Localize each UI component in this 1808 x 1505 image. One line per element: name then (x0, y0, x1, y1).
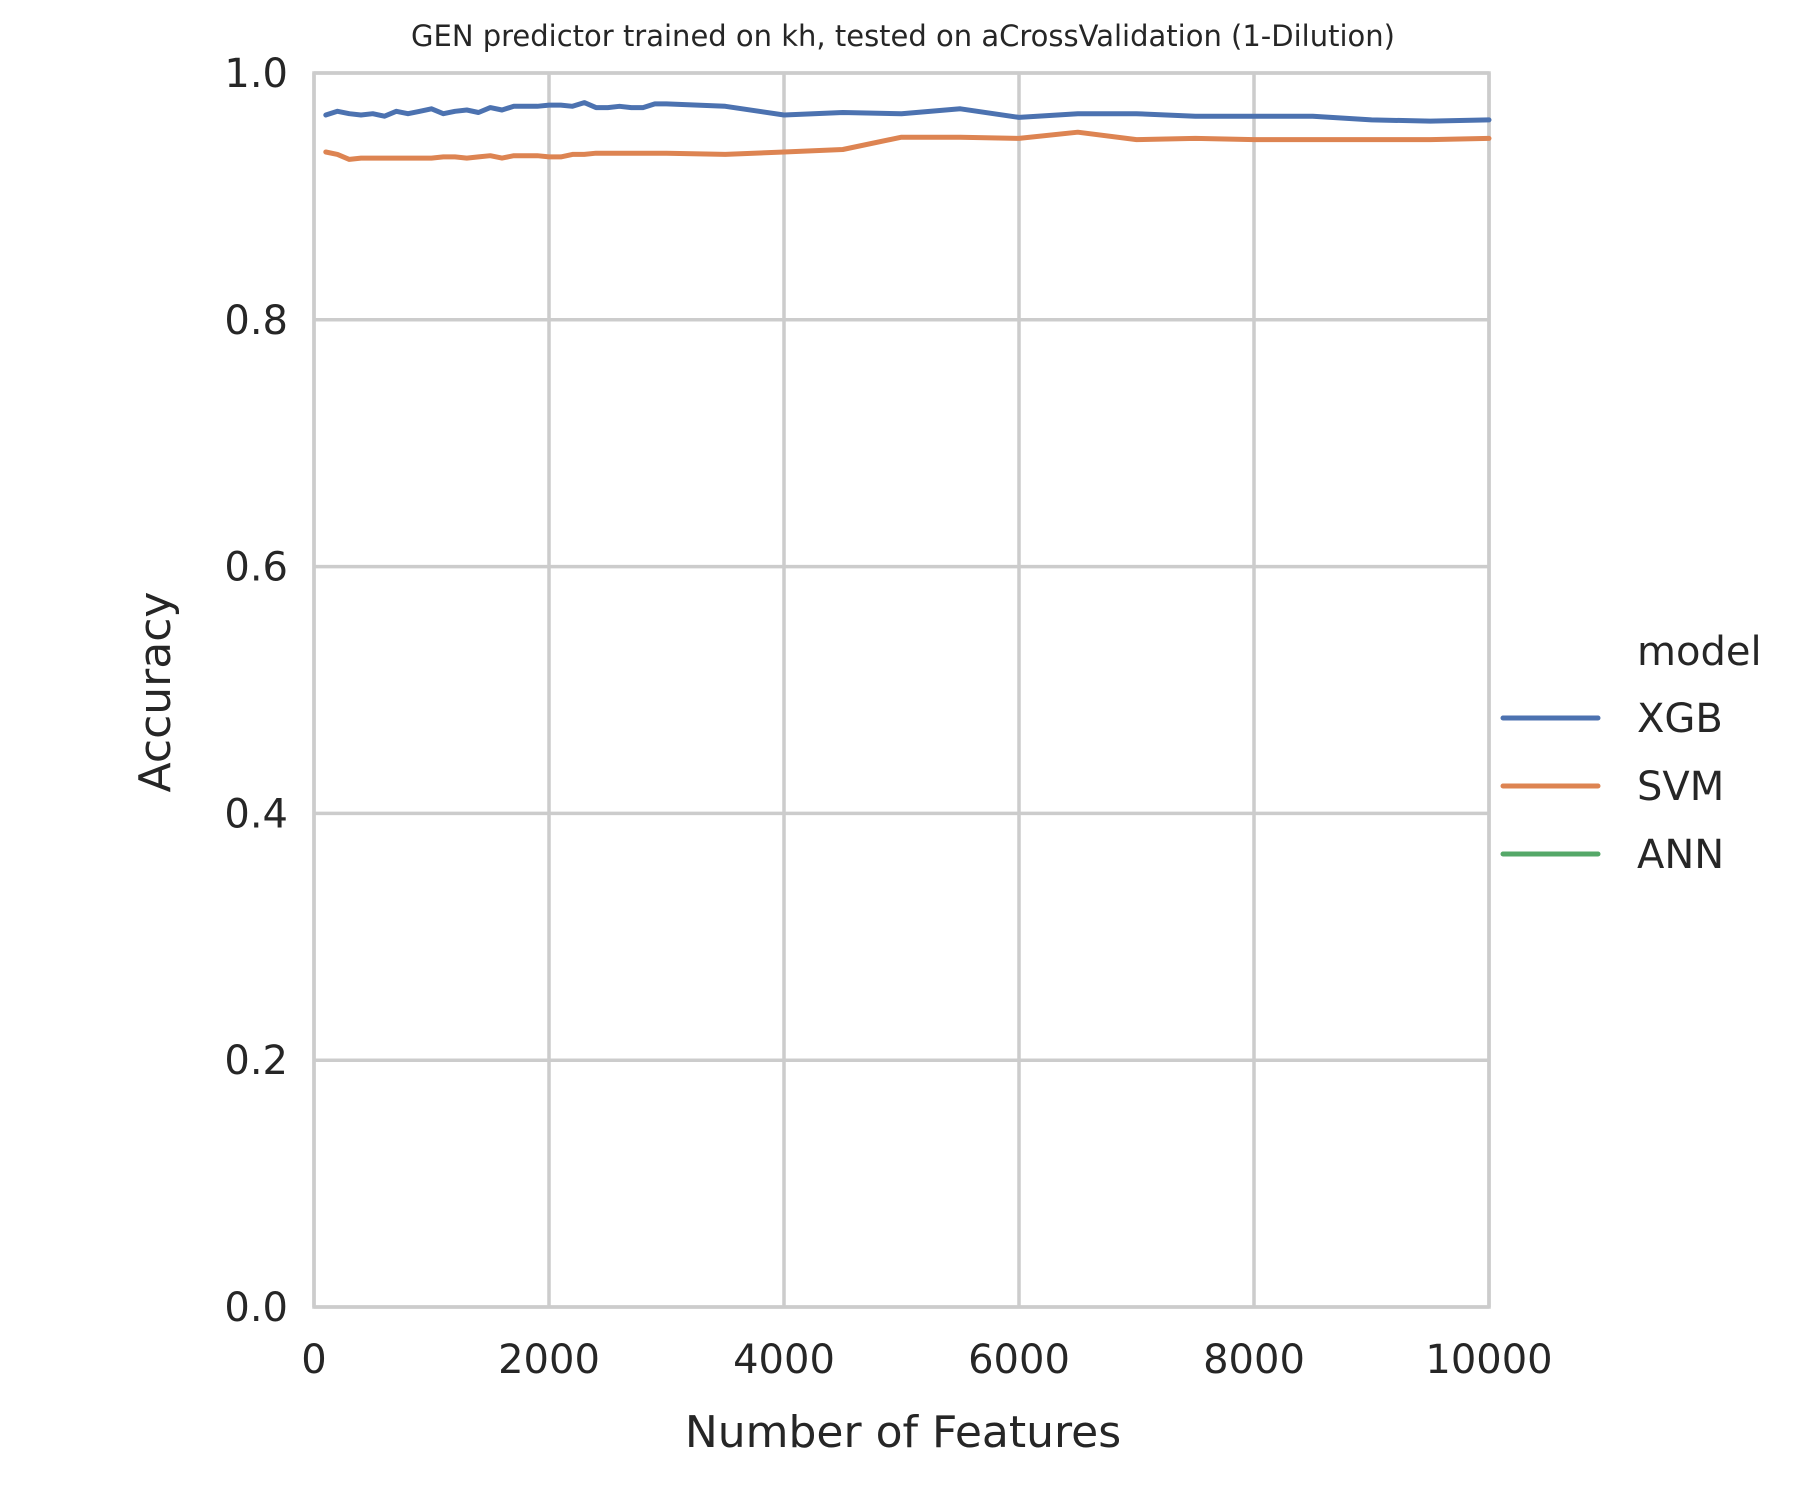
x-tick-label: 6000 (968, 1337, 1070, 1383)
axis-layer: 0.0 0.2 0.4 0.6 0.8 1.0 0 2000 4000 6000 8000 10000 (224, 51, 1552, 1383)
y-tick-label: 0.0 (224, 1285, 288, 1331)
chart-title: GEN predictor trained on kh, tested on a… (411, 19, 1395, 53)
y-tick-label: 0.4 (224, 791, 288, 837)
x-tick-label: 10000 (1425, 1337, 1552, 1383)
y-axis-label: Accuracy (130, 592, 181, 793)
x-tick-label: 0 (301, 1337, 326, 1383)
legend-title: model (1637, 629, 1762, 675)
y-tick-label: 0.2 (224, 1038, 288, 1084)
x-tick-label: 8000 (1203, 1337, 1305, 1383)
legend-label-svm: SVM (1637, 764, 1724, 810)
y-tick-label: 1.0 (224, 51, 288, 97)
series-line-xgb (323, 100, 1492, 124)
y-tick-label: 0.6 (224, 545, 288, 591)
legend-label-ann: ANN (1637, 832, 1724, 878)
grid-layer (312, 71, 1491, 1309)
legend: model XGB SVM ANN (1500, 629, 1762, 878)
series-layer (323, 100, 1492, 162)
legend-label-xgb: XGB (1637, 696, 1723, 742)
x-axis-label: Number of Features (685, 1407, 1121, 1458)
x-tick-label: 4000 (733, 1337, 835, 1383)
x-tick-label: 2000 (498, 1337, 600, 1383)
series-line-svm (323, 129, 1492, 162)
plot-frame (312, 71, 1491, 1309)
y-tick-label: 0.8 (224, 298, 288, 344)
